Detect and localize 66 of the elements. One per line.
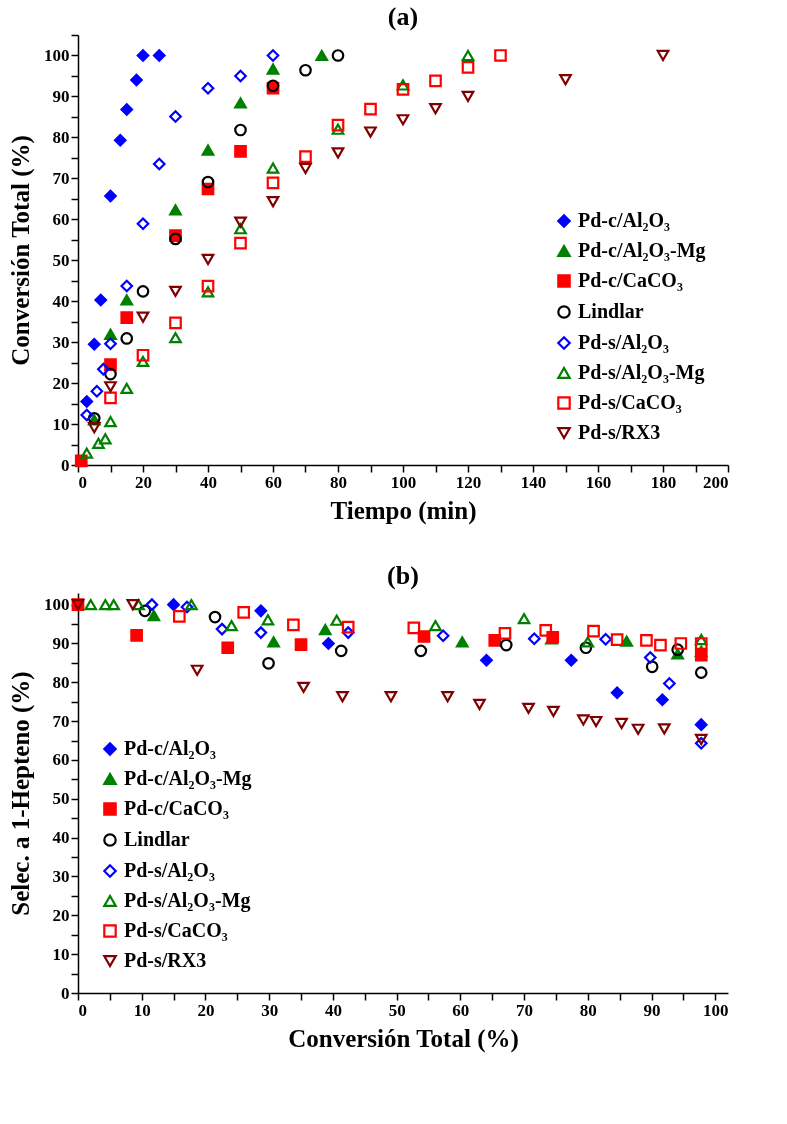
y-tick-label: 30 [52,867,70,886]
x-tick-label: 100 [703,1000,729,1020]
y-tick-label: 100 [44,45,70,65]
y-tick-label: 80 [52,127,70,147]
y-tick-label: 0 [61,983,70,1003]
x-tick-label: 70 [516,1000,534,1020]
y-tick-label: 20 [52,373,70,393]
x-tick-label: 30 [261,1000,279,1020]
x-tick-label: 200 [703,472,729,492]
legend-label: Pd-c/Al₂O₃-Mg [578,239,706,262]
legend-label: Pd-c/Al₂O₃ [578,209,670,231]
y-tick-label: 50 [52,789,70,809]
x-tick-label: 80 [579,1000,597,1020]
legend-label: Pd-s/CaCO₃ [124,919,228,941]
y-tick-label: 90 [52,86,70,106]
legend-label: Pd-s/Al₂O₃-Mg [124,889,251,912]
x-axis-title: Tiempo (min) [330,496,477,525]
y-tick-label: 40 [52,291,70,311]
y-tick-label: 100 [44,595,70,615]
y-tick-label: 70 [52,711,70,731]
legend-label: Pd-s/Al₂O₃ [124,859,215,881]
x-tick-label: 60 [265,472,282,492]
x-tick-label: 80 [330,472,347,492]
x-tick-label: 90 [643,1000,661,1020]
legend-label: Pd-s/RX3 [578,421,661,443]
chart-title: (b) [387,561,419,590]
x-tick-label: 120 [455,472,482,492]
x-tick-label: 20 [135,472,152,492]
legend-label: Pd-s/RX3 [124,949,207,971]
y-tick-label: 50 [52,250,70,270]
x-tick-label: 10 [133,1000,151,1020]
x-tick-label: 0 [78,472,87,492]
legend-label: Pd-c/CaCO₃ [578,269,683,291]
legend-label: Pd-c/Al₂O₃ [124,737,216,759]
y-tick-label: 30 [52,332,70,352]
y-tick-label: 60 [52,209,70,229]
x-tick-label: 100 [390,472,417,492]
x-axis-title: Conversión Total (%) [288,1024,519,1053]
x-tick-label: 20 [197,1000,215,1020]
x-tick-label: 50 [388,1000,406,1020]
x-tick-label: 40 [324,1000,342,1020]
x-tick-label: 160 [585,472,612,492]
x-tick-label: 180 [650,472,677,492]
legend-label: Pd-c/CaCO₃ [124,797,229,819]
y-axis-title: Conversión Total (%) [7,135,35,366]
y-tick-label: 0 [61,455,70,475]
legend-label: Pd-s/Al₂O₃ [578,331,669,353]
y-tick-label: 10 [52,944,70,964]
y-tick-label: 60 [52,750,70,770]
y-tick-label: 90 [52,633,70,653]
chart-title: (a) [387,2,419,32]
legend-label: Lindlar [578,300,644,322]
x-tick-label: 140 [520,472,547,492]
y-tick-label: 10 [52,414,70,434]
y-tick-label: 40 [52,828,70,848]
legend-label: Pd-s/Al₂O₃-Mg [578,361,705,384]
legend-label: Pd-s/CaCO₃ [578,391,682,413]
x-tick-label: 60 [452,1000,470,1020]
x-tick-label: 40 [200,472,217,492]
y-axis-title: Selec. a 1-Hepteno (%) [7,671,35,916]
y-tick-label: 20 [52,905,70,925]
y-tick-label: 80 [52,672,70,692]
legend-label: Pd-c/Al₂O₃-Mg [124,767,252,790]
legend-label: Lindlar [124,828,190,850]
x-tick-label: 0 [78,1000,87,1020]
y-tick-label: 70 [52,168,70,188]
